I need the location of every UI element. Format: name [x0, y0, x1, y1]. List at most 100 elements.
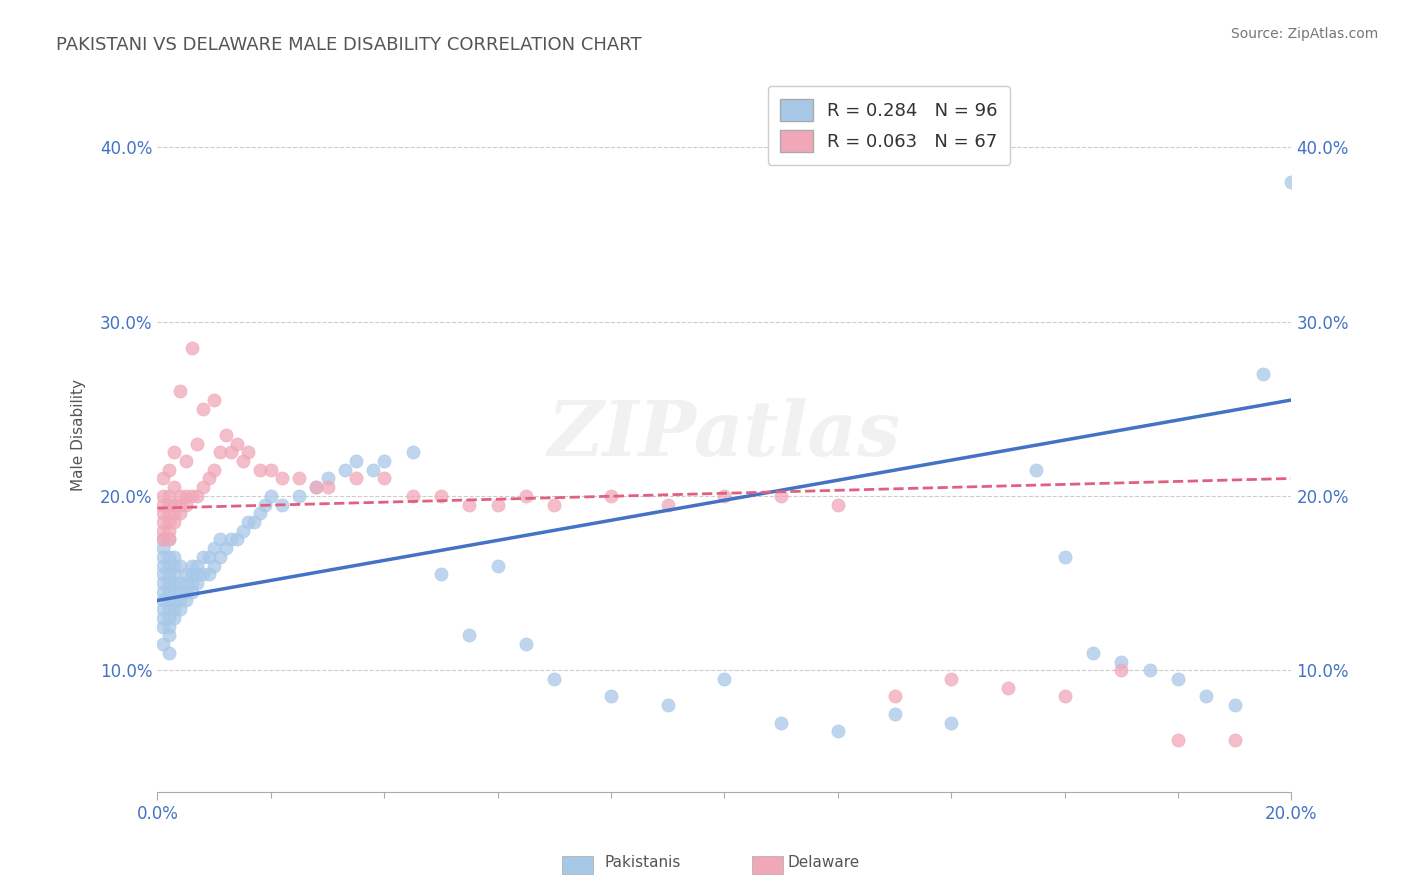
- Point: [152, 558, 174, 573]
- Point: [163, 567, 186, 582]
- Point: [163, 445, 186, 459]
- Point: [214, 428, 236, 442]
- Point: [713, 672, 735, 686]
- Point: [288, 471, 311, 485]
- Point: [152, 611, 174, 625]
- Point: [515, 489, 537, 503]
- Point: [157, 489, 180, 503]
- Point: [157, 533, 180, 547]
- Point: [197, 471, 219, 485]
- Point: [152, 524, 174, 538]
- Point: [157, 463, 180, 477]
- Point: [152, 584, 174, 599]
- Point: [163, 611, 186, 625]
- Point: [152, 533, 174, 547]
- Point: [333, 463, 356, 477]
- Point: [202, 558, 225, 573]
- Point: [157, 533, 180, 547]
- Point: [169, 506, 191, 520]
- Point: [186, 567, 208, 582]
- Point: [157, 593, 180, 607]
- Point: [430, 567, 453, 582]
- Point: [260, 489, 283, 503]
- Point: [271, 471, 294, 485]
- Point: [157, 524, 180, 538]
- Point: [157, 506, 180, 520]
- Point: [152, 541, 174, 556]
- Point: [157, 567, 180, 582]
- Point: [401, 445, 423, 459]
- Point: [1167, 672, 1189, 686]
- Text: Delaware: Delaware: [787, 855, 859, 870]
- Point: [344, 471, 367, 485]
- Point: [1223, 698, 1246, 712]
- Point: [163, 593, 186, 607]
- Point: [174, 498, 197, 512]
- Point: [770, 489, 793, 503]
- Point: [157, 584, 180, 599]
- Point: [169, 489, 191, 503]
- Point: [202, 463, 225, 477]
- Point: [305, 480, 328, 494]
- Text: Source: ZipAtlas.com: Source: ZipAtlas.com: [1230, 27, 1378, 41]
- Point: [361, 463, 384, 477]
- Point: [260, 463, 283, 477]
- Point: [152, 549, 174, 564]
- Point: [152, 602, 174, 616]
- Point: [152, 489, 174, 503]
- Point: [883, 706, 905, 721]
- Point: [600, 690, 623, 704]
- Point: [1139, 663, 1161, 677]
- Point: [186, 436, 208, 450]
- Point: [827, 724, 849, 739]
- Point: [1251, 367, 1274, 381]
- Point: [157, 515, 180, 529]
- Point: [169, 584, 191, 599]
- Point: [232, 454, 254, 468]
- Point: [1281, 175, 1303, 189]
- Point: [486, 498, 509, 512]
- Point: [157, 628, 180, 642]
- Point: [180, 558, 202, 573]
- Point: [249, 506, 271, 520]
- Point: [174, 593, 197, 607]
- Point: [180, 584, 202, 599]
- Point: [208, 445, 231, 459]
- Point: [152, 620, 174, 634]
- Point: [271, 498, 294, 512]
- Point: [1111, 663, 1133, 677]
- Point: [180, 489, 202, 503]
- Point: [152, 567, 174, 582]
- Point: [169, 602, 191, 616]
- Point: [157, 602, 180, 616]
- Point: [254, 498, 277, 512]
- Point: [1167, 733, 1189, 747]
- Point: [543, 672, 565, 686]
- Point: [163, 506, 186, 520]
- Point: [157, 576, 180, 591]
- Point: [515, 637, 537, 651]
- Point: [169, 576, 191, 591]
- Point: [180, 341, 202, 355]
- Point: [152, 498, 174, 512]
- Point: [152, 471, 174, 485]
- Point: [174, 567, 197, 582]
- Point: [174, 584, 197, 599]
- Point: [1081, 646, 1104, 660]
- Point: [1111, 655, 1133, 669]
- Point: [163, 576, 186, 591]
- Point: [225, 533, 247, 547]
- Point: [458, 628, 481, 642]
- Point: [163, 515, 186, 529]
- Point: [238, 515, 260, 529]
- Point: [657, 498, 679, 512]
- Point: [202, 392, 225, 407]
- Point: [657, 698, 679, 712]
- Point: [238, 445, 260, 459]
- Point: [202, 541, 225, 556]
- Point: [152, 593, 174, 607]
- Point: [191, 567, 214, 582]
- Point: [344, 454, 367, 468]
- Point: [827, 498, 849, 512]
- Point: [157, 646, 180, 660]
